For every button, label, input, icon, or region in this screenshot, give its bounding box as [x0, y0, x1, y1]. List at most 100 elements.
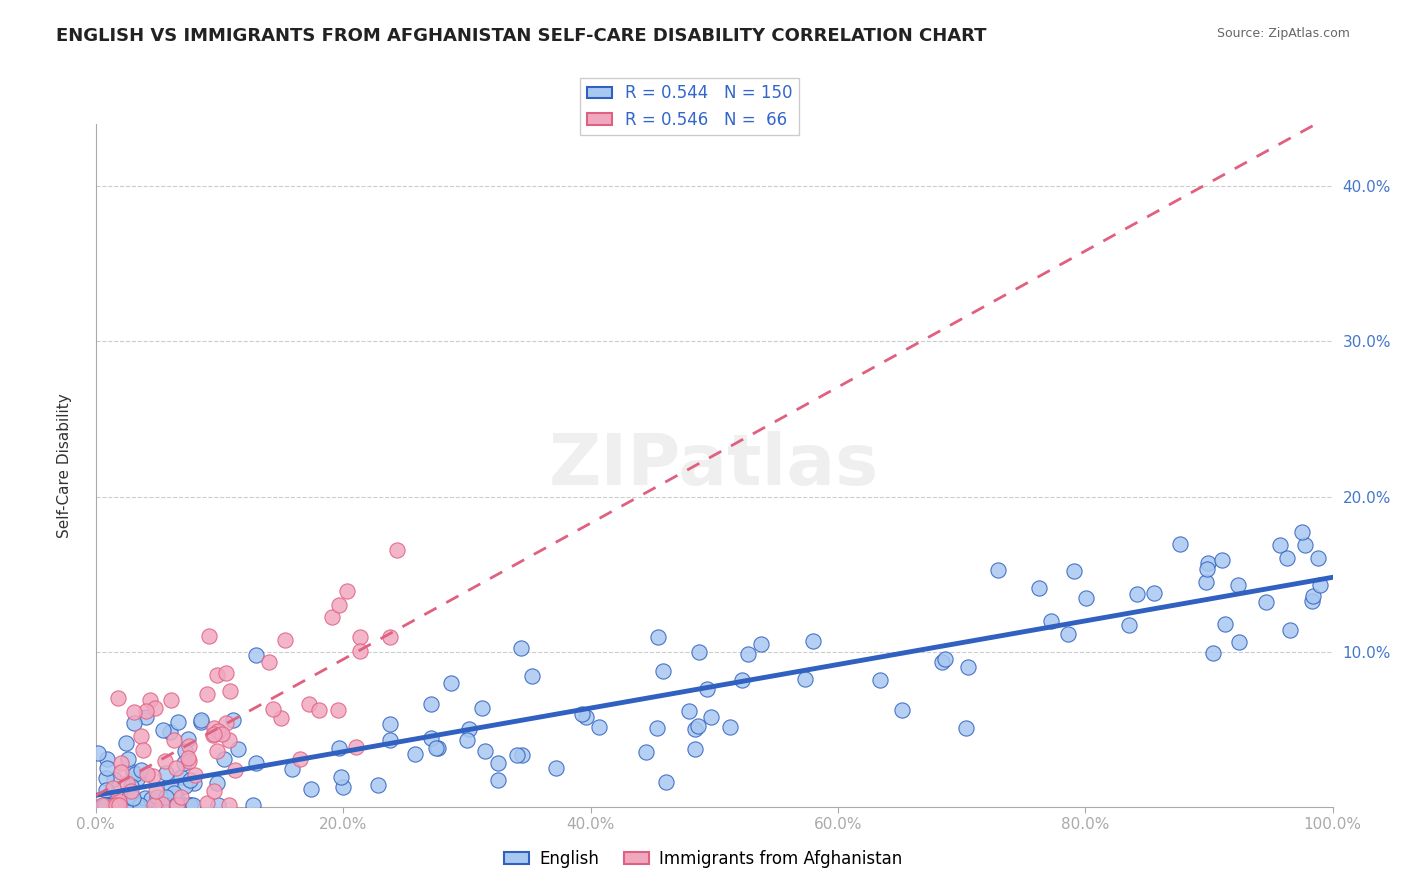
Point — [94, 798, 117, 813]
Point — [150, 797, 173, 811]
Point — [731, 673, 754, 687]
Point — [385, 543, 408, 558]
Point — [183, 775, 205, 789]
Point — [328, 599, 350, 613]
Point — [91, 798, 114, 813]
Point — [110, 765, 132, 780]
Point — [890, 703, 912, 717]
Point — [270, 711, 292, 725]
Point — [718, 720, 741, 734]
Point — [117, 752, 139, 766]
Point — [117, 798, 139, 813]
Point — [166, 715, 188, 730]
Point — [645, 721, 668, 735]
Point — [931, 655, 953, 669]
Point — [165, 789, 187, 804]
Point — [153, 754, 176, 768]
Point — [195, 687, 218, 701]
Point — [132, 743, 155, 757]
Point — [215, 715, 238, 730]
Point — [218, 798, 240, 813]
Legend: English, Immigrants from Afghanistan: English, Immigrants from Afghanistan — [498, 844, 908, 875]
Point — [202, 784, 225, 798]
Point — [96, 752, 118, 766]
Point — [122, 764, 145, 779]
Point — [207, 744, 229, 758]
Point — [139, 693, 162, 707]
Point — [152, 723, 174, 738]
Point — [205, 668, 228, 682]
Point — [100, 798, 122, 813]
Point — [104, 798, 127, 813]
Point — [1195, 562, 1218, 576]
Point — [688, 719, 710, 733]
Point — [471, 701, 494, 715]
Point — [173, 744, 195, 758]
Point — [141, 769, 163, 783]
Point — [794, 673, 817, 687]
Point — [1118, 618, 1140, 632]
Point — [166, 798, 188, 813]
Point — [115, 776, 138, 790]
Point — [103, 798, 125, 813]
Point — [458, 722, 481, 736]
Point — [202, 729, 225, 743]
Point — [257, 655, 280, 669]
Point — [1126, 587, 1149, 601]
Point — [344, 739, 367, 754]
Point — [1143, 585, 1166, 599]
Point — [298, 697, 321, 711]
Point — [1202, 646, 1225, 660]
Point — [170, 789, 193, 804]
Point — [440, 675, 463, 690]
Point — [274, 633, 297, 648]
Point — [634, 745, 657, 759]
Point — [510, 748, 533, 763]
Point — [1308, 551, 1330, 566]
Point — [1294, 538, 1316, 552]
Point — [103, 781, 125, 796]
Point — [425, 741, 447, 756]
Point — [170, 770, 193, 784]
Point — [427, 740, 450, 755]
Point — [419, 697, 441, 711]
Point — [1309, 577, 1331, 591]
Point — [120, 784, 142, 798]
Point — [94, 798, 117, 813]
Point — [155, 766, 177, 780]
Point — [328, 740, 350, 755]
Point — [163, 798, 186, 813]
Point — [129, 798, 152, 813]
Point — [107, 691, 129, 706]
Point — [474, 744, 496, 758]
Point — [1268, 537, 1291, 551]
Point — [1291, 525, 1313, 540]
Point — [108, 798, 131, 813]
Point — [120, 798, 142, 813]
Point — [135, 704, 157, 718]
Point — [1278, 624, 1301, 638]
Point — [205, 776, 228, 790]
Point — [155, 790, 177, 805]
Point — [224, 763, 246, 777]
Point — [135, 710, 157, 724]
Point — [96, 761, 118, 775]
Point — [163, 786, 186, 800]
Point — [122, 716, 145, 731]
Legend: R = 0.544   N = 150, R = 0.546   N =  66: R = 0.544 N = 150, R = 0.546 N = 66 — [579, 78, 799, 136]
Point — [1227, 578, 1250, 592]
Point — [146, 790, 169, 805]
Point — [404, 747, 426, 761]
Point — [987, 563, 1010, 577]
Point — [222, 714, 245, 728]
Point — [336, 583, 359, 598]
Point — [174, 780, 197, 794]
Point — [179, 798, 201, 813]
Point — [869, 673, 891, 688]
Point — [202, 721, 225, 735]
Point — [190, 714, 212, 728]
Point — [159, 724, 181, 739]
Point — [1028, 582, 1050, 596]
Point — [1211, 553, 1233, 567]
Point — [114, 736, 136, 750]
